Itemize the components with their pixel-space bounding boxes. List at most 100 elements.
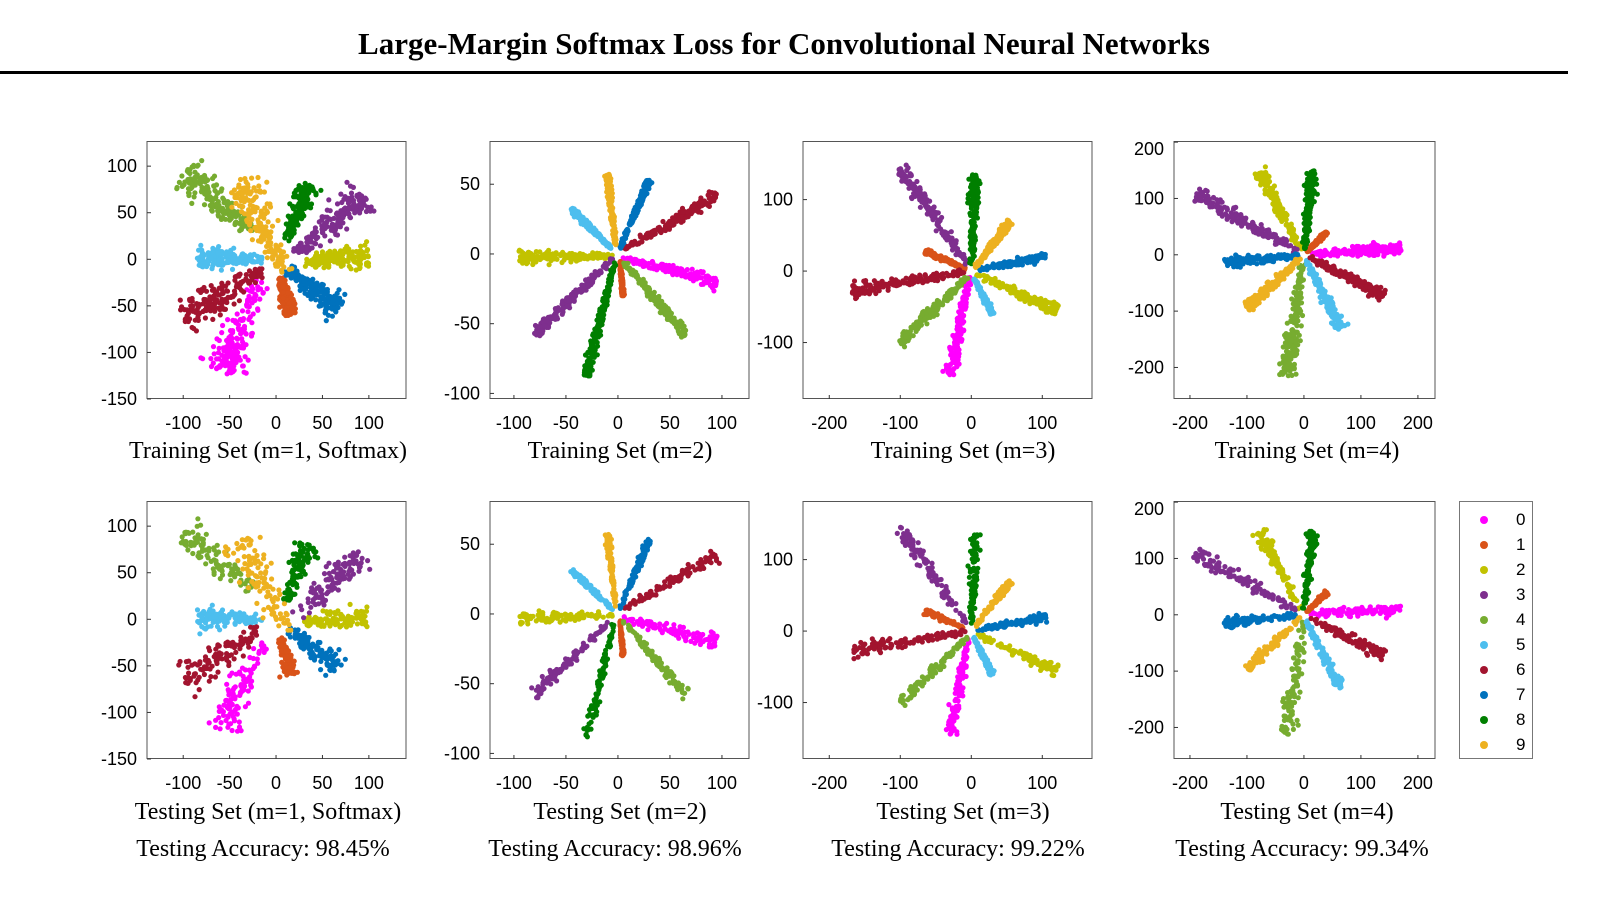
data-point (353, 267, 359, 273)
data-point (313, 229, 319, 235)
data-point (210, 175, 216, 182)
data-point (305, 292, 311, 298)
data-point (988, 307, 994, 313)
y-tick-label: -50 (454, 314, 480, 334)
data-point (249, 300, 255, 306)
data-point (362, 242, 368, 248)
data-point (711, 288, 717, 294)
y-tick-label: 0 (470, 244, 480, 264)
data-point (209, 287, 215, 293)
data-point (695, 200, 702, 206)
data-point (645, 288, 651, 294)
page-title: Large-Margin Softmax Loss for Convolutio… (358, 26, 1210, 61)
data-point (236, 203, 243, 209)
data-point (361, 196, 367, 202)
data-point (252, 225, 258, 231)
data-point (210, 245, 216, 251)
data-point (329, 300, 335, 306)
data-point (961, 328, 967, 334)
data-point (222, 216, 229, 222)
data-point (306, 234, 312, 240)
data-point (270, 254, 276, 260)
data-point (1008, 260, 1014, 266)
data-point (566, 298, 572, 304)
data-point (309, 230, 315, 236)
data-point (705, 279, 711, 285)
data-point (223, 356, 229, 362)
data-point (274, 261, 280, 267)
data-point (533, 329, 539, 336)
y-tick-label: 100 (107, 156, 137, 176)
data-point (312, 264, 318, 270)
data-point (701, 198, 707, 204)
data-point (710, 194, 717, 200)
data-point (256, 273, 262, 279)
data-point (229, 266, 236, 272)
data-point (994, 263, 1000, 269)
data-point (947, 235, 953, 241)
data-point (291, 221, 297, 227)
data-point (661, 302, 667, 308)
data-point (242, 189, 248, 195)
data-point (328, 216, 334, 222)
data-point (215, 212, 221, 218)
data-point (619, 282, 625, 288)
data-point (216, 356, 222, 362)
data-point (360, 249, 366, 255)
data-point (222, 251, 228, 257)
data-point (211, 183, 217, 189)
data-point (251, 185, 257, 191)
y-tick-label: 0 (127, 249, 137, 269)
data-point (687, 273, 693, 279)
data-point (195, 162, 201, 168)
data-point (930, 217, 936, 223)
data-point (196, 257, 202, 263)
data-point (901, 344, 908, 350)
data-point (954, 341, 960, 347)
axes-box (489, 141, 750, 399)
data-point (965, 281, 971, 288)
data-point (264, 255, 270, 261)
data-point (255, 307, 261, 313)
data-point (583, 217, 589, 223)
data-point (192, 190, 198, 196)
data-point (233, 219, 239, 225)
data-point (205, 250, 211, 256)
data-point (344, 243, 350, 249)
data-point (231, 252, 237, 258)
data-point (280, 284, 286, 290)
data-point (246, 268, 253, 274)
data-point (634, 210, 640, 216)
data-point (191, 325, 197, 332)
data-point (236, 354, 242, 360)
data-point (300, 191, 306, 198)
data-point (537, 332, 543, 338)
y-tick-label: -100 (101, 342, 137, 362)
data-point (305, 281, 311, 287)
data-point (244, 219, 250, 225)
data-point (209, 203, 215, 209)
data-point (310, 276, 316, 282)
data-point (325, 255, 331, 261)
data-point (931, 251, 937, 257)
class-3-points (291, 179, 377, 256)
data-point (907, 173, 913, 179)
data-point (208, 356, 214, 362)
data-point (553, 314, 559, 320)
data-point (582, 363, 588, 369)
data-point (913, 319, 920, 325)
data-point (337, 217, 343, 223)
data-point (1043, 307, 1049, 313)
data-point (326, 295, 332, 301)
data-point (261, 189, 267, 195)
data-point (256, 224, 262, 230)
class-1-points (276, 275, 298, 319)
data-point (699, 269, 705, 275)
data-point (210, 360, 216, 366)
data-point (915, 279, 921, 285)
data-point (365, 263, 372, 269)
data-point (201, 202, 208, 208)
data-point (613, 242, 619, 248)
data-point (709, 277, 715, 283)
data-point (972, 234, 978, 240)
